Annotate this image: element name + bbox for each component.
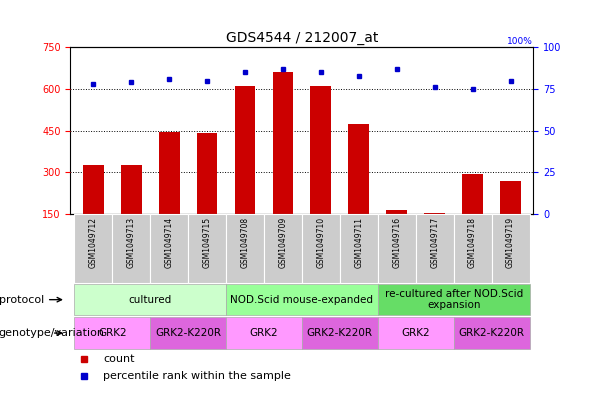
Bar bbox=[112, 214, 150, 283]
Bar bbox=[273, 72, 294, 214]
Bar bbox=[416, 214, 454, 283]
Text: GSM1049717: GSM1049717 bbox=[430, 217, 439, 268]
Bar bbox=[159, 132, 180, 214]
Text: GSM1049711: GSM1049711 bbox=[354, 217, 364, 268]
Bar bbox=[378, 214, 416, 283]
Text: GSM1049708: GSM1049708 bbox=[240, 217, 249, 268]
Text: GSM1049715: GSM1049715 bbox=[202, 217, 211, 268]
Text: percentile rank within the sample: percentile rank within the sample bbox=[103, 371, 291, 381]
Text: GSM1049719: GSM1049719 bbox=[506, 217, 515, 268]
Bar bbox=[462, 174, 483, 214]
Text: GSM1049713: GSM1049713 bbox=[127, 217, 135, 268]
Bar bbox=[235, 86, 256, 214]
Text: count: count bbox=[103, 354, 134, 364]
Bar bbox=[424, 213, 445, 214]
Text: GSM1049716: GSM1049716 bbox=[392, 217, 402, 268]
Bar bbox=[121, 165, 142, 214]
Bar bbox=[74, 318, 150, 349]
Bar bbox=[386, 210, 407, 214]
Text: re-cultured after NOD.Scid
expansion: re-cultured after NOD.Scid expansion bbox=[384, 289, 523, 310]
Bar bbox=[500, 181, 521, 214]
Text: GSM1049718: GSM1049718 bbox=[468, 217, 477, 268]
Text: genotype/variation: genotype/variation bbox=[0, 328, 105, 338]
Bar bbox=[302, 214, 340, 283]
Bar bbox=[83, 165, 104, 214]
Bar bbox=[74, 284, 226, 315]
Text: protocol: protocol bbox=[0, 295, 61, 305]
Bar bbox=[74, 214, 112, 283]
Bar bbox=[197, 134, 218, 214]
Text: cultured: cultured bbox=[129, 295, 172, 305]
Bar bbox=[454, 318, 530, 349]
Text: GRK2: GRK2 bbox=[249, 328, 278, 338]
Bar bbox=[378, 284, 530, 315]
Text: GRK2-K220R: GRK2-K220R bbox=[307, 328, 373, 338]
Text: 100%: 100% bbox=[508, 37, 533, 46]
Bar bbox=[226, 318, 302, 349]
Text: GRK2: GRK2 bbox=[402, 328, 430, 338]
Bar bbox=[150, 318, 226, 349]
Bar bbox=[188, 214, 226, 283]
Text: GSM1049712: GSM1049712 bbox=[89, 217, 97, 268]
Text: GSM1049710: GSM1049710 bbox=[316, 217, 326, 268]
Bar bbox=[150, 214, 188, 283]
Title: GDS4544 / 212007_at: GDS4544 / 212007_at bbox=[226, 31, 378, 45]
Bar bbox=[226, 284, 378, 315]
Bar bbox=[264, 214, 302, 283]
Bar bbox=[492, 214, 530, 283]
Bar bbox=[302, 318, 378, 349]
Text: GRK2-K220R: GRK2-K220R bbox=[155, 328, 221, 338]
Text: GRK2: GRK2 bbox=[98, 328, 126, 338]
Bar bbox=[310, 86, 331, 214]
Text: GRK2-K220R: GRK2-K220R bbox=[459, 328, 525, 338]
Bar bbox=[454, 214, 492, 283]
Bar bbox=[348, 124, 369, 214]
Bar bbox=[226, 214, 264, 283]
Bar bbox=[340, 214, 378, 283]
Text: NOD.Scid mouse-expanded: NOD.Scid mouse-expanded bbox=[230, 295, 373, 305]
Bar bbox=[378, 318, 454, 349]
Text: GSM1049709: GSM1049709 bbox=[278, 217, 287, 268]
Text: GSM1049714: GSM1049714 bbox=[165, 217, 173, 268]
